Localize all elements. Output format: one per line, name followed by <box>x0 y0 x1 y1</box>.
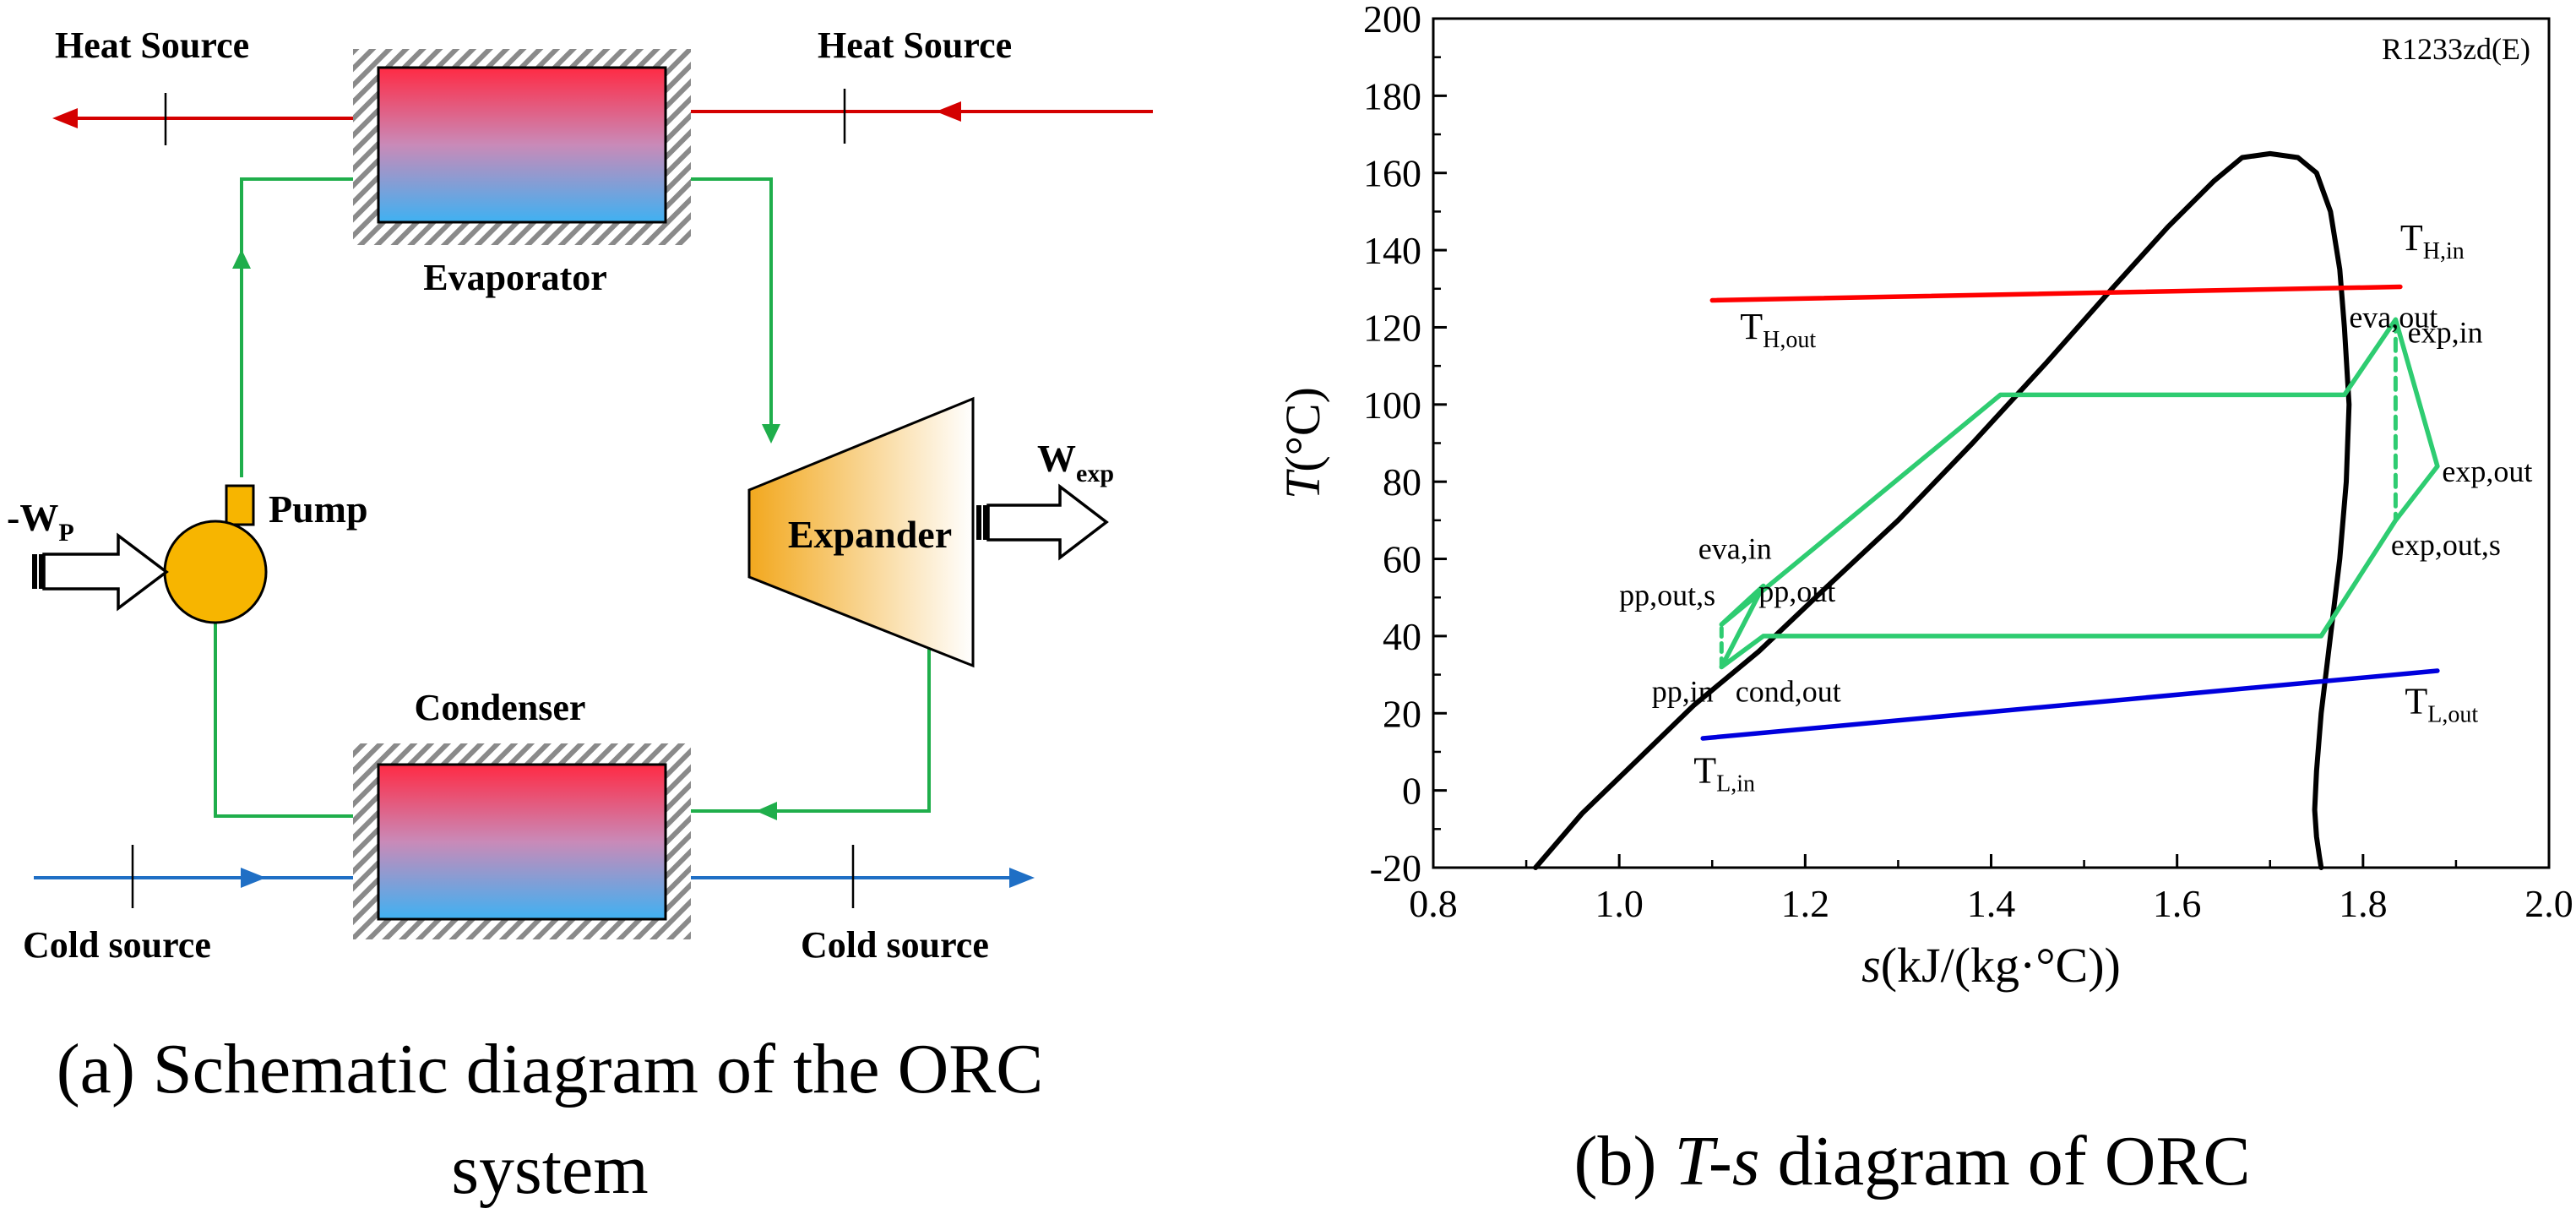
expander-work-label: Wexp <box>1037 437 1114 487</box>
y-tick-label: 80 <box>1383 460 1421 504</box>
y-tick-label: 200 <box>1363 0 1421 41</box>
condenser <box>353 743 691 939</box>
state-point-label: eva,in <box>1698 532 1772 566</box>
heat-source-temp-line <box>1709 284 2403 303</box>
schematic-caption-line2: system <box>451 1130 648 1209</box>
y-tick-label: 160 <box>1363 152 1421 195</box>
state-point-label: exp,out,s <box>2391 528 2501 562</box>
condenser-label: Condenser <box>415 687 586 728</box>
state-point-label: TH,out <box>1740 306 1816 353</box>
y-tick-label: 100 <box>1363 384 1421 427</box>
cold-source-left-label: Cold source <box>23 924 211 966</box>
pump-work-label: -WP <box>7 496 74 547</box>
x-tick-label: 1.8 <box>2339 882 2388 925</box>
evaporator <box>353 49 691 245</box>
x-tick-label: 1.4 <box>1967 882 2016 925</box>
y-tick-label: 40 <box>1383 615 1421 658</box>
state-point-label: cond,out <box>1736 675 1841 709</box>
y-tick-label: 140 <box>1363 229 1421 272</box>
cold-source-temp-line <box>1700 668 2440 741</box>
state-point-label: pp,out <box>1758 574 1835 608</box>
state-point-label: eva,out <box>2349 300 2437 334</box>
ts-chart: 0.8 1.0 1.2 1.4 1.6 1.8 2.0 -20 0 20 40 60 80 100 120 1… <box>1275 0 2573 1200</box>
evaporator-body <box>377 66 667 224</box>
y-axis-label: T(°C) <box>1275 387 1330 499</box>
state-point-label: exp,out <box>2442 455 2532 488</box>
state-point-label: pp,out,s <box>1619 578 1715 612</box>
expander-label: Expander <box>788 513 952 556</box>
condenser-body <box>377 763 667 921</box>
working-fluid-arrows <box>232 249 780 820</box>
fluid-label: R1233zd(E) <box>2382 32 2530 66</box>
x-tick-label: 2.0 <box>2524 882 2573 925</box>
pump-work-arrow <box>32 532 169 612</box>
x-axis-label: s(kJ/(kg·°C)) <box>1861 938 2121 993</box>
state-point-label: TL,in <box>1693 750 1755 798</box>
state-point-label: TL,out <box>2405 680 2478 727</box>
chart-series <box>1533 150 2440 870</box>
state-point-label: exp,in <box>2408 316 2483 350</box>
y-tick-label: 0 <box>1402 770 1421 813</box>
state-point-label: pp,in <box>1652 675 1714 709</box>
heat-source-line <box>52 89 1153 145</box>
ts-caption: (b) T-s diagram of ORC <box>1573 1122 2250 1200</box>
cold-source-right-label: Cold source <box>801 924 989 966</box>
plot-frame <box>1432 17 2551 869</box>
chart-ticks: 0.8 1.0 1.2 1.4 1.6 1.8 2.0 -20 0 20 40 60 80 100 120 1… <box>1363 0 2573 925</box>
pump-label: Pump <box>269 487 368 531</box>
y-tick-label: 60 <box>1383 538 1421 581</box>
cold-source-line <box>34 845 1035 908</box>
y-tick-label: -20 <box>1370 847 1421 890</box>
expander-body <box>747 396 975 668</box>
y-tick-label: 120 <box>1363 306 1421 349</box>
schematic-caption-line1: (a) Schematic diagram of the ORC <box>57 1030 1044 1108</box>
expander-work-arrow <box>976 483 1109 561</box>
y-tick-label: 20 <box>1383 692 1421 735</box>
saturation-curve <box>1533 150 2352 870</box>
evaporator-label: Evaporator <box>423 257 607 298</box>
x-tick-label: 1.0 <box>1595 882 1644 925</box>
state-point-label: TH,in <box>2400 217 2465 264</box>
schematic: Evaporator Condenser Expander Wexp Pump <box>7 24 1153 1209</box>
x-tick-label: 1.2 <box>1781 882 1830 925</box>
heat-source-right-label: Heat Source <box>818 24 1012 66</box>
heat-source-left-label: Heat Source <box>55 24 249 66</box>
x-tick-label: 1.6 <box>2153 882 2202 925</box>
y-tick-label: 180 <box>1363 74 1421 117</box>
pump <box>163 484 268 624</box>
orc-cycle-line <box>1719 317 2440 670</box>
x-tick-label: 0.8 <box>1409 882 1458 925</box>
